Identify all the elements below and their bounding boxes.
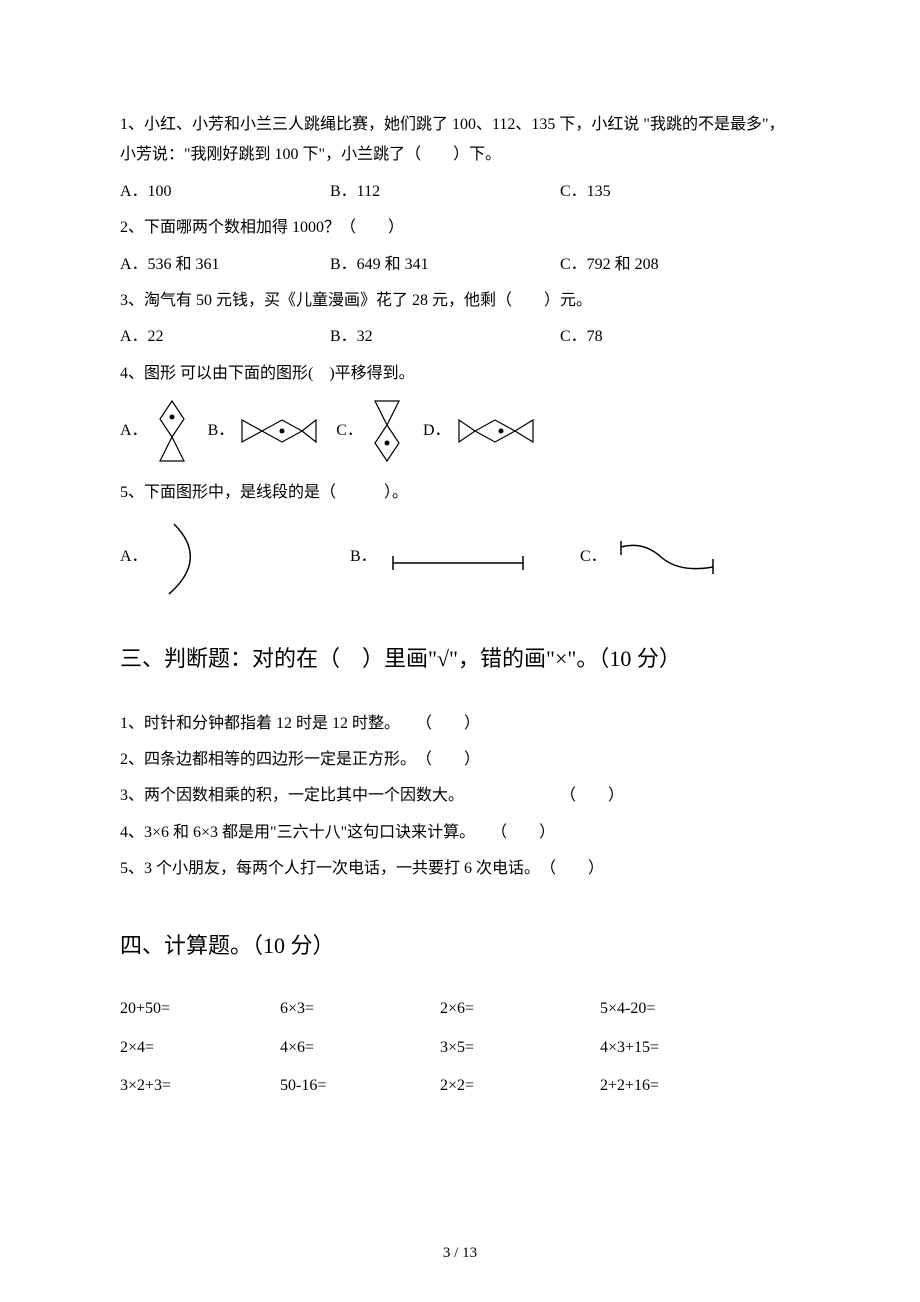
judge-1: 1、时针和分钟都指着 12 时是 12 时整。 （ ） (120, 709, 800, 739)
calc-cell: 20+50= (120, 994, 280, 1024)
question-2: 2、下面哪两个数相加得 1000？（ ） (120, 213, 800, 243)
q2-opt-c: C．792 和 208 (560, 250, 800, 280)
q4-shapes: A． B． C． D． (120, 399, 800, 463)
q4-opt-d: D． (423, 416, 535, 446)
q5-label-b: B． (350, 542, 377, 572)
calc-cell: 2×6= (440, 994, 600, 1024)
section-4-title: 四、计算题。（10 分） (120, 933, 335, 958)
q2-text: 2、下面哪两个数相加得 1000？（ ） (120, 219, 404, 236)
q3-options: A．22 B．32 C．78 (120, 322, 800, 352)
calc-cell: 3×2+3= (120, 1071, 280, 1101)
calc-cell: 2+2+16= (600, 1071, 760, 1101)
judge-2: 2、四条边都相等的四边形一定是正方形。 （ ） (120, 745, 800, 775)
calc-cell: 2×2= (440, 1071, 600, 1101)
calc-cell: 4×6= (280, 1033, 440, 1063)
q4-label-c: C． (336, 416, 363, 446)
q1-opt-a: A．100 (120, 177, 330, 207)
q5-opt-a: A． (120, 519, 350, 597)
q3-opt-a: A．22 (120, 322, 330, 352)
q5-label-c: C． (580, 542, 607, 572)
q3-text: 3、淘气有 50 元钱，买《儿童漫画》花了 28 元，他剩（ ）元。 (120, 292, 592, 309)
q5-label-a: A． (120, 542, 148, 572)
calc-row-2: 2×4= 4×6= 3×5= 4×3+15= (120, 1033, 800, 1063)
calc-row-1: 20+50= 6×3= 2×6= 5×4-20= (120, 994, 800, 1024)
curve-a-icon (154, 519, 224, 597)
q2-options: A．536 和 361 B．649 和 341 C．792 和 208 (120, 250, 800, 280)
q5-opt-c: C． (580, 539, 728, 577)
shape-d-icon (457, 416, 535, 446)
shape-a-icon (154, 399, 190, 463)
question-5: 5、下面图形中，是线段的是（ ）。 (120, 478, 800, 508)
section-3-title: 三、判断题：对的在（ ）里画"√"，错的画"×"。（10 分） (120, 646, 681, 671)
q4-label-b: B． (208, 416, 235, 446)
question-4: 4、图形 可以由下面的图形( )平移得到。 (120, 359, 800, 389)
q2-opt-b: B．649 和 341 (330, 250, 560, 280)
q4-opt-c: C． (336, 399, 405, 463)
judge-5: 5、3 个小朋友，每两个人打一次电话，一共要打 6 次电话。 （ ） (120, 854, 800, 884)
q1-opt-b: B．112 (330, 177, 560, 207)
q1-options: A．100 B．112 C．135 (120, 177, 800, 207)
q5-shapes: A． B． C． (120, 519, 800, 597)
calc-cell: 6×3= (280, 994, 440, 1024)
segment-b-icon (383, 543, 533, 573)
shape-c-icon (369, 399, 405, 463)
shape-b-icon (240, 416, 318, 446)
page-number: 3 / 13 (0, 1239, 920, 1268)
q5-text: 5、下面图形中，是线段的是（ ）。 (120, 484, 408, 501)
judge-4: 4、3×6 和 6×3 都是用"三六十八"这句口诀来计算。 （ ） (120, 818, 800, 848)
calc-cell: 5×4-20= (600, 994, 760, 1024)
q3-opt-c: C．78 (560, 322, 800, 352)
calc-cell: 2×4= (120, 1033, 280, 1063)
calc-cell: 3×5= (440, 1033, 600, 1063)
q4-opt-a: A． (120, 399, 190, 463)
calc-cell: 4×3+15= (600, 1033, 760, 1063)
q4-label-a: A． (120, 416, 148, 446)
section-3-heading: 三、判断题：对的在（ ）里画"√"，错的画"×"。（10 分） (120, 637, 800, 681)
judge-3: 3、两个因数相乘的积，一定比其中一个因数大。 （ ） (120, 781, 800, 811)
calc-row-3: 3×2+3= 50-16= 2×2= 2+2+16= (120, 1071, 800, 1101)
q1-opt-c: C．135 (560, 177, 800, 207)
question-3: 3、淘气有 50 元钱，买《儿童漫画》花了 28 元，他剩（ ）元。 (120, 286, 800, 316)
q4-text: 4、图形 可以由下面的图形( )平移得到。 (120, 365, 415, 382)
section-4-heading: 四、计算题。（10 分） (120, 924, 800, 968)
question-1: 1、小红、小芳和小兰三人跳绳比赛，她们跳了 100、112、135 下，小红说 … (120, 110, 800, 171)
curve-c-icon (613, 539, 728, 577)
q2-opt-a: A．536 和 361 (120, 250, 330, 280)
q3-opt-b: B．32 (330, 322, 560, 352)
calc-cell: 50-16= (280, 1071, 440, 1101)
q4-opt-b: B． (208, 416, 319, 446)
q1-text: 1、小红、小芳和小兰三人跳绳比赛，她们跳了 100、112、135 下，小红说 … (120, 116, 784, 163)
q4-label-d: D． (423, 416, 451, 446)
q5-opt-b: B． (350, 542, 580, 572)
